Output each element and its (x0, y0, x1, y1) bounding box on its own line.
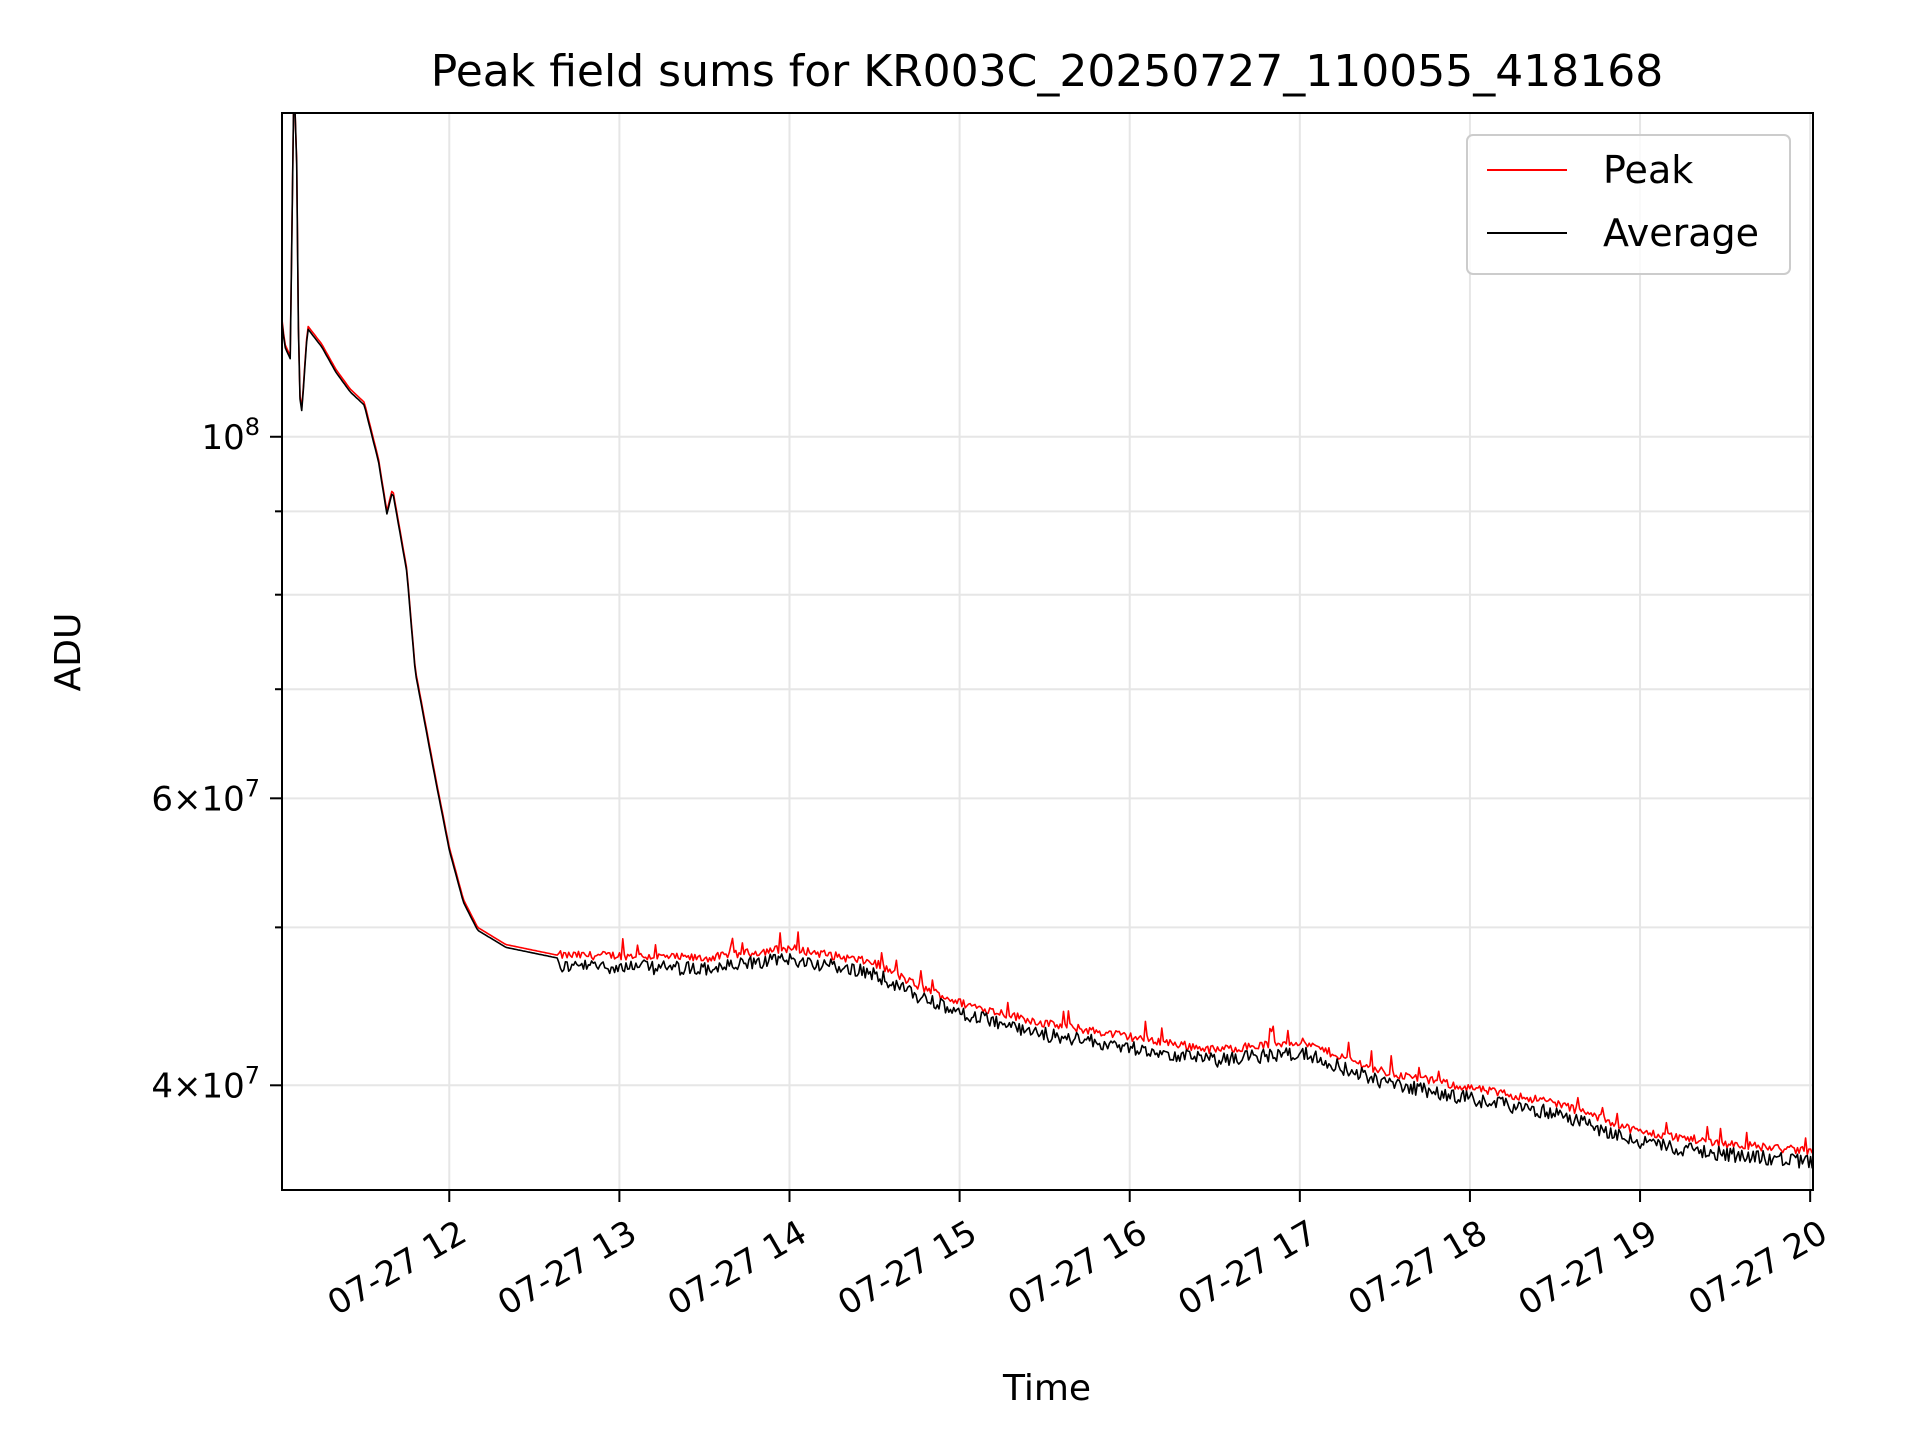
chart-title: Peak field sums for KR003C_20250727_1100… (431, 46, 1663, 97)
y-axis-title: ADU (48, 613, 89, 692)
legend-label-average: Average (1603, 211, 1759, 255)
y-tick-label: 108 (201, 413, 260, 458)
y-tick-label: 6×107 (151, 774, 260, 819)
axes-frame (281, 112, 1814, 1191)
grid (282, 113, 1813, 1190)
legend-label-peak: Peak (1603, 148, 1693, 192)
y-tick-label: 4×107 (151, 1061, 260, 1106)
legend: Peak Average (1466, 134, 1791, 275)
x-axis-title: Time (1002, 1368, 1091, 1409)
